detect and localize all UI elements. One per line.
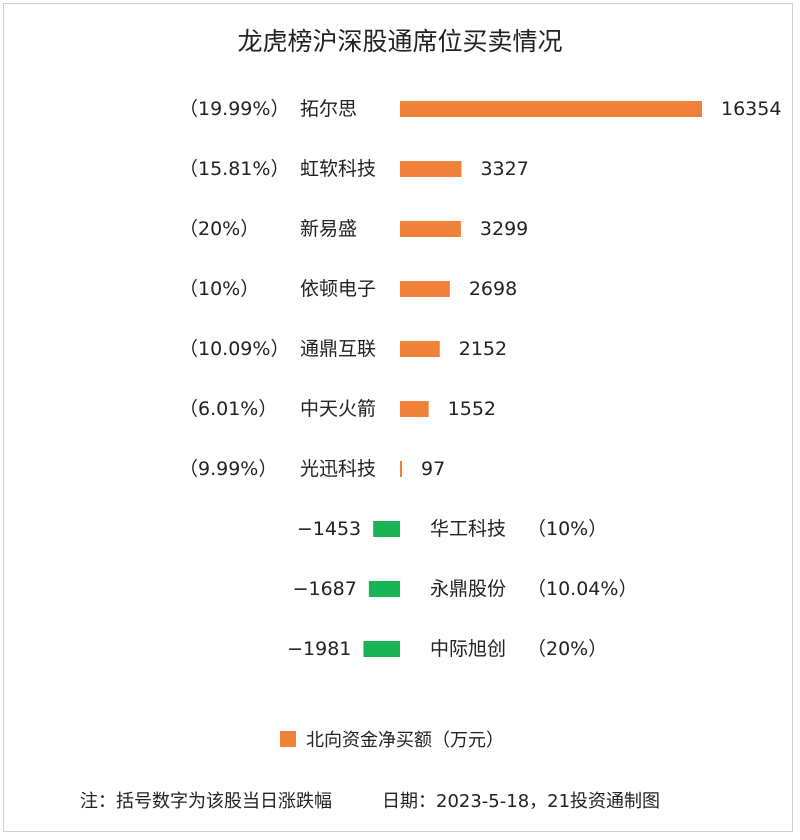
bar-negative bbox=[373, 521, 400, 537]
date-source: 日期：2023-5-18，21投资通制图 bbox=[382, 791, 660, 812]
data-label: 3299 bbox=[480, 218, 528, 240]
change-label: （10.09%） bbox=[179, 338, 289, 360]
data-label: 97 bbox=[421, 458, 445, 480]
legend: 北向资金净买额（万元） bbox=[280, 730, 504, 751]
data-label: 3327 bbox=[480, 158, 528, 180]
legend-swatch bbox=[280, 731, 296, 747]
data-label: 2698 bbox=[469, 278, 517, 300]
bar-positive bbox=[400, 281, 450, 297]
bars-layer: 16354 拓尔思 （19.99%） 3327 虹软科技 （15.81%） 3299 新易盛 （… bbox=[179, 98, 781, 660]
legend-label: 北向资金净买额（万元） bbox=[306, 730, 504, 751]
change-label: （20%） bbox=[527, 638, 607, 660]
bar-positive bbox=[400, 161, 462, 177]
footnote: 注：括号数字为该股当日涨跌幅 bbox=[80, 791, 332, 812]
data-label: 1552 bbox=[448, 398, 496, 420]
data-label: 2152 bbox=[459, 338, 507, 360]
category-label: 中天火箭 bbox=[300, 398, 376, 420]
category-label: 永鼎股份 bbox=[430, 578, 506, 600]
data-label: −1687 bbox=[293, 578, 357, 600]
data-label: −1453 bbox=[297, 518, 361, 540]
category-label: 新易盛 bbox=[300, 218, 357, 240]
change-label: （10.04%） bbox=[527, 578, 637, 600]
category-label: 光迅科技 bbox=[300, 458, 376, 480]
chart-title: 龙虎榜沪深股通席位买卖情况 bbox=[237, 27, 562, 56]
data-label: 16354 bbox=[721, 98, 781, 120]
bar-positive bbox=[400, 101, 702, 117]
category-label: 拓尔思 bbox=[300, 98, 357, 120]
change-label: （19.99%） bbox=[179, 98, 289, 120]
data-label: −1981 bbox=[287, 638, 351, 660]
chart-frame bbox=[3, 3, 793, 832]
category-label: 华工科技 bbox=[430, 518, 506, 540]
change-label: （10%） bbox=[527, 518, 607, 540]
bar-positive bbox=[400, 401, 429, 417]
bar-positive bbox=[400, 461, 402, 477]
change-label: （20%） bbox=[179, 218, 259, 240]
bar-negative bbox=[368, 581, 400, 597]
category-label: 通鼎互联 bbox=[300, 338, 376, 360]
category-label: 中际旭创 bbox=[430, 638, 506, 660]
change-label: （10%） bbox=[179, 278, 259, 300]
bar-positive bbox=[400, 221, 461, 237]
category-label: 虹软科技 bbox=[300, 158, 376, 180]
bar-positive bbox=[400, 341, 440, 357]
bar-negative bbox=[363, 641, 400, 657]
change-label: （9.99%） bbox=[179, 458, 277, 480]
change-label: （15.81%） bbox=[179, 158, 289, 180]
change-label: （6.01%） bbox=[179, 398, 277, 420]
category-label: 依顿电子 bbox=[300, 278, 376, 300]
